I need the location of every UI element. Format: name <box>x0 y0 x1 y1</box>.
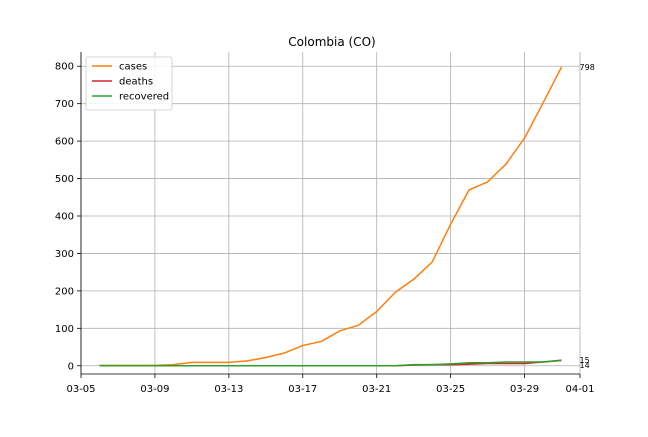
y-tick-label: 400 <box>55 211 74 222</box>
axes <box>77 52 581 378</box>
tick-labels: 03-05 03-09 03-13 03-17 03-21 03-25 03-29 04-01… <box>55 62 595 395</box>
y-tick-label: 800 <box>55 62 74 73</box>
x-tick-label: 03-09 <box>140 384 169 395</box>
y-tick-label: 100 <box>55 324 74 335</box>
chart-title: Colombia (CO) <box>288 35 375 49</box>
legend-label: deaths <box>119 77 153 88</box>
legend-label: cases <box>119 62 147 73</box>
x-tick-label: 03-17 <box>288 384 317 395</box>
y-tick-label: 500 <box>55 174 74 185</box>
y-tick-label: 200 <box>55 286 74 297</box>
y-tick-label: 700 <box>55 99 74 110</box>
y-tick-label: 0 <box>68 361 74 372</box>
series-end-label: 15 <box>580 356 590 365</box>
gridlines <box>80 52 581 374</box>
x-tick-label: 03-29 <box>510 384 539 395</box>
series-lines <box>99 66 563 367</box>
x-tick-label: 04-01 <box>565 384 594 395</box>
x-tick-label: 03-25 <box>436 384 465 395</box>
series-end-label: 14 <box>580 361 590 370</box>
legend: cases deaths recovered <box>85 56 173 111</box>
series-end-label: 798 <box>580 63 595 72</box>
x-tick-label: 03-05 <box>66 384 95 395</box>
y-tick-label: 600 <box>55 137 74 148</box>
x-tick-label: 03-21 <box>362 384 391 395</box>
series-line-recovered <box>99 359 562 367</box>
y-tick-label: 300 <box>55 249 74 260</box>
x-tick-label: 03-13 <box>214 384 243 395</box>
legend-label: recovered <box>119 92 169 103</box>
series-line-cases <box>99 66 563 367</box>
